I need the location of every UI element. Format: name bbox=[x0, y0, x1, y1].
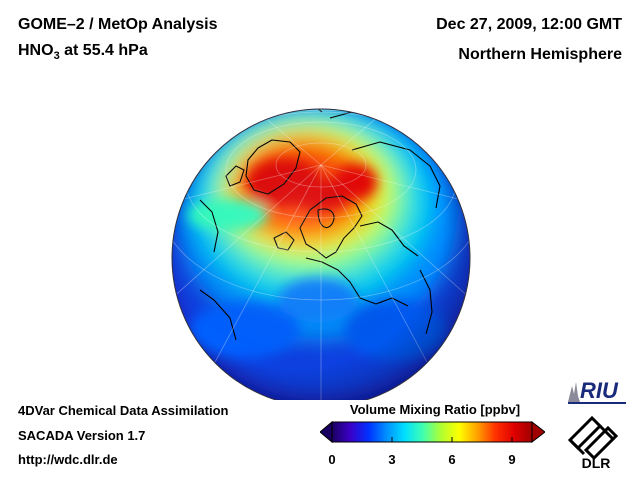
title-line2: HNO3 at 55.4 hPa bbox=[18, 42, 148, 62]
species-prefix: HNO bbox=[18, 42, 54, 59]
species-subscript: 3 bbox=[53, 50, 60, 62]
field-layer bbox=[172, 109, 470, 400]
colorbar-min-arrow bbox=[320, 420, 333, 444]
region-label: Northern Hemisphere bbox=[458, 46, 622, 63]
colorbar-tick-label: 6 bbox=[448, 452, 456, 467]
dlr-logo: DLR bbox=[567, 415, 619, 471]
colorbar-title: Volume Mixing Ratio [ppbv] bbox=[349, 402, 521, 417]
title-line1: GOME–2 / MetOp Analysis bbox=[18, 16, 218, 33]
riu-logo: RIU bbox=[568, 378, 626, 404]
colorbar-max-arrow bbox=[531, 420, 545, 444]
species-suffix: at 55.4 hPa bbox=[59, 42, 148, 59]
datetime-label: Dec 27, 2009, 12:00 GMT bbox=[436, 16, 622, 33]
url-label: http://wdc.dlr.de bbox=[18, 452, 118, 467]
globe-outline bbox=[171, 108, 471, 400]
colorbar-tick-label: 0 bbox=[328, 452, 336, 467]
globe-map bbox=[171, 108, 471, 400]
riu-logo-text: RIU bbox=[580, 378, 619, 403]
colorbar-ramp bbox=[331, 421, 533, 443]
method-label: 4DVar Chemical Data Assimilation bbox=[18, 403, 229, 418]
version-label: SACADA Version 1.7 bbox=[18, 428, 146, 443]
colorbar-tick-label: 3 bbox=[388, 452, 396, 467]
colorbar-tick-label: 9 bbox=[508, 452, 516, 467]
dlr-logo-text: DLR bbox=[582, 455, 611, 471]
colorbar bbox=[320, 420, 545, 444]
